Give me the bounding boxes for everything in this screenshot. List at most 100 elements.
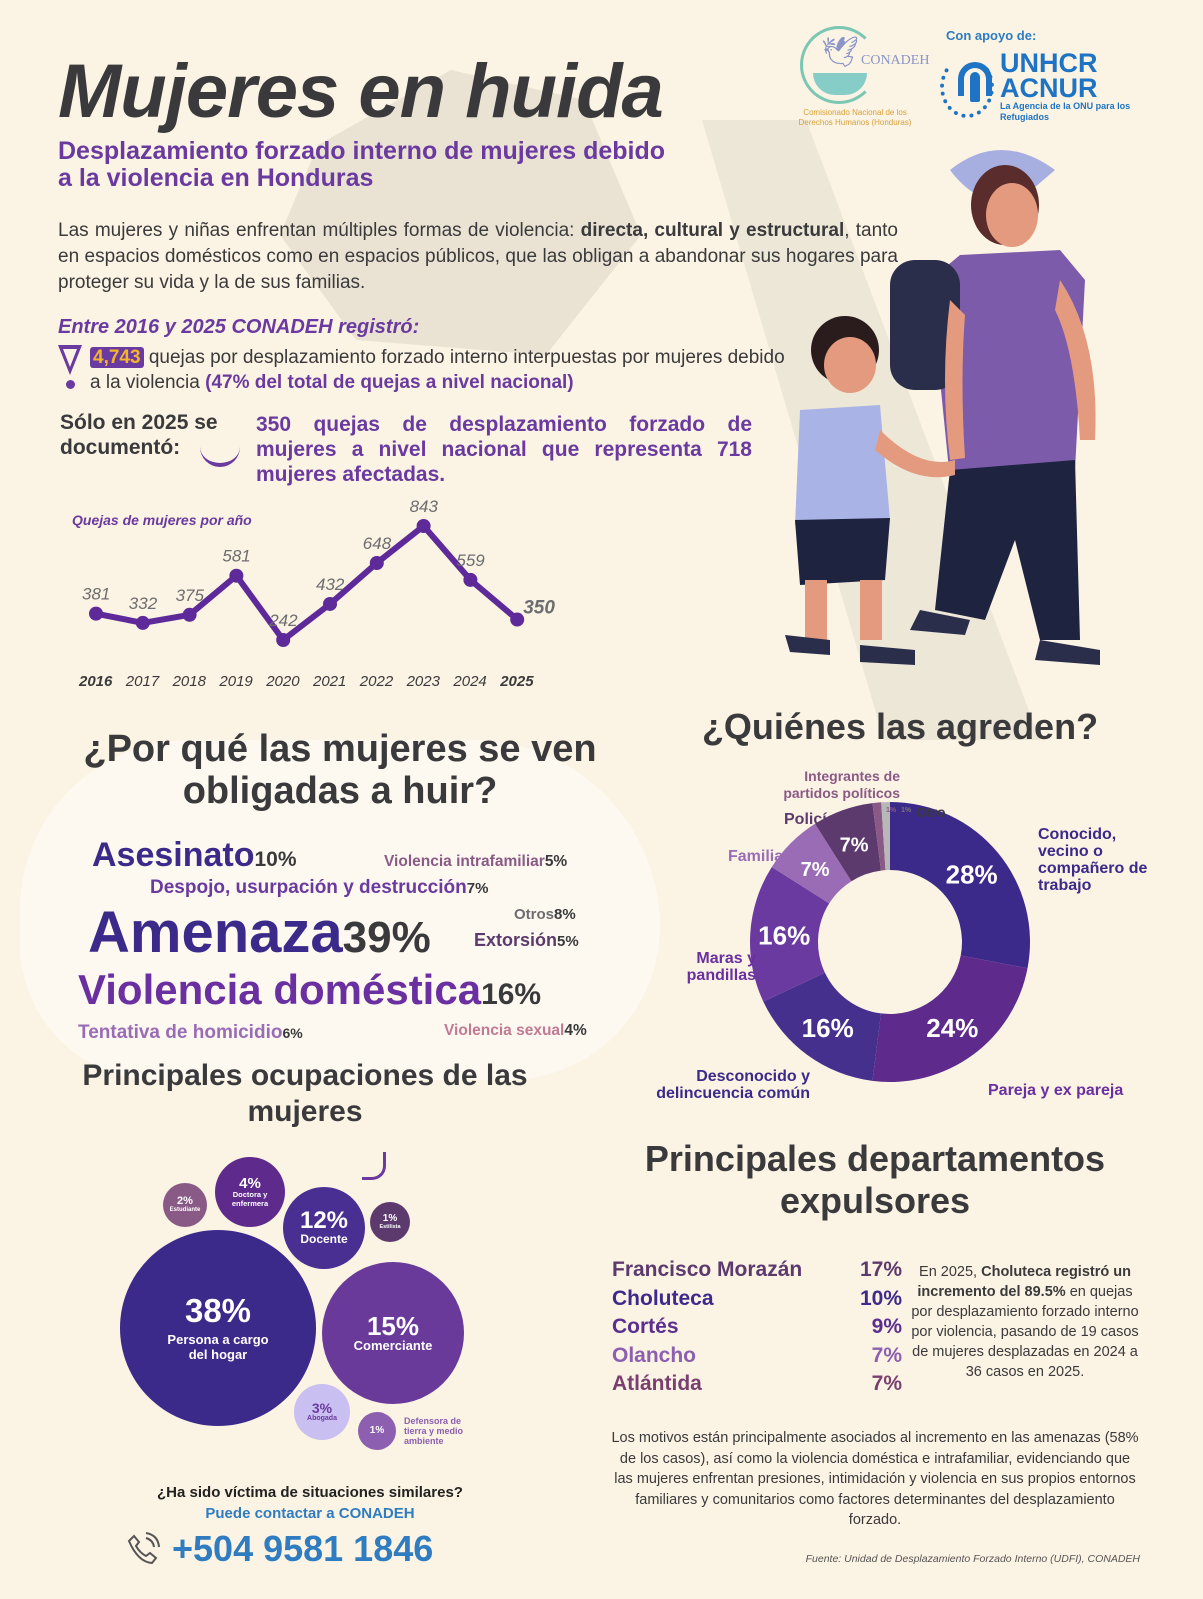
bubble-abogada: 3% Abogada bbox=[294, 1384, 350, 1440]
department-name: Atlántida bbox=[612, 1372, 702, 1395]
exclamation-pin-icon bbox=[58, 345, 84, 395]
svg-text:242: 242 bbox=[268, 611, 298, 630]
svg-text:350: 350 bbox=[523, 598, 555, 619]
contact-subtitle: Puede contactar a CONADEH bbox=[205, 1505, 415, 1522]
svg-text:28%: 28% bbox=[946, 859, 998, 889]
defensora-label: Defensora de tierra y medio ambiente bbox=[404, 1416, 464, 1446]
department-name: Cortés bbox=[612, 1315, 679, 1338]
cloud-background bbox=[20, 740, 660, 1080]
support-label: Con apoyo de: bbox=[946, 28, 1037, 43]
label-partidos: Integrantes de partidos políticos bbox=[783, 768, 900, 801]
cause-amenaza: Amenaza39% bbox=[88, 900, 431, 965]
svg-text:432: 432 bbox=[316, 575, 345, 594]
department-name: Francisco Morazán bbox=[612, 1258, 803, 1281]
svg-text:2019: 2019 bbox=[218, 673, 253, 690]
source-note: Fuente: Unidad de Desplazamiento Forzado… bbox=[805, 1553, 1140, 1565]
department-name: Choluteca bbox=[612, 1286, 714, 1310]
departments-list: Francisco Morazán 17% Choluteca 10% Cortés 9%… bbox=[612, 1258, 902, 1401]
department-name: Olancho bbox=[612, 1343, 697, 1367]
svg-text:2016: 2016 bbox=[78, 673, 113, 690]
svg-text:2024: 2024 bbox=[452, 673, 486, 690]
svg-text:581: 581 bbox=[222, 547, 250, 566]
unhcr-emblem-icon bbox=[940, 56, 994, 118]
svg-text:16%: 16% bbox=[758, 920, 810, 950]
label-familiar: Familiar bbox=[728, 848, 790, 865]
bubble-docente: 12% Docente bbox=[283, 1187, 365, 1269]
cause-asesinato: Asesinato10% bbox=[92, 836, 297, 874]
curved-arrow-icon bbox=[362, 1152, 386, 1180]
svg-text:375: 375 bbox=[176, 586, 205, 605]
total-complaints-stat: 4,743 quejas por desplazamiento forzado … bbox=[58, 345, 798, 395]
department-row: Cortés 9% bbox=[612, 1315, 902, 1344]
cause-otros: Otros8% bbox=[514, 906, 576, 923]
cause-tentativa-homicidio: Tentativa de homicidio6% bbox=[78, 1022, 303, 1043]
bubble-estilista: 1% Estilista bbox=[370, 1202, 410, 1242]
svg-text:2023: 2023 bbox=[406, 673, 441, 690]
unhcr-logo: Con apoyo de: UNHCR ACNUR La Agencia de … bbox=[940, 28, 1140, 123]
departments-title: Principales departamentos expulsores bbox=[644, 1138, 1106, 1221]
label-conocido: Conocido, vecino o compañero de trabajo bbox=[1038, 826, 1148, 894]
bubble-comerciante: 15% Comerciante bbox=[322, 1262, 464, 1404]
svg-text:2020: 2020 bbox=[265, 673, 300, 690]
department-pct: 17% bbox=[859, 1258, 902, 1281]
department-pct: 10% bbox=[859, 1286, 902, 1310]
phone-icon bbox=[127, 1532, 160, 1565]
department-pct: 9% bbox=[871, 1315, 902, 1338]
cause-despojo: Despojo, usurpación y destrucción7% bbox=[150, 877, 489, 898]
page-title: Mujeres en huida bbox=[58, 49, 664, 134]
svg-text:7%: 7% bbox=[840, 834, 869, 856]
label-maras: Maras y pandillas bbox=[686, 950, 756, 984]
bubble-hogar: 38% Persona a cargo del hogar bbox=[120, 1230, 316, 1426]
svg-text:2022: 2022 bbox=[359, 673, 394, 690]
label-desconocido: Desconocido y delincuencia común bbox=[656, 1068, 810, 1102]
aggressors-donut-chart: 28% 24% 16% 16% 7% 7% bbox=[750, 802, 1030, 1082]
conadeh-logo: 🕊 CONADEH Comisionado Nacional de los De… bbox=[790, 26, 929, 128]
svg-text:559: 559 bbox=[456, 551, 485, 570]
department-row: Atlántida 7% bbox=[612, 1372, 902, 1401]
dove-icon: 🕊 bbox=[821, 36, 860, 69]
cause-extorsion: Extorsión5% bbox=[474, 930, 579, 950]
department-row: Olancho 7% bbox=[612, 1344, 902, 1373]
svg-text:2017: 2017 bbox=[125, 673, 160, 690]
label-partidos-pct: 1% bbox=[886, 807, 897, 814]
svg-text:2021: 2021 bbox=[312, 673, 346, 690]
svg-text:7%: 7% bbox=[801, 859, 830, 881]
causes-title: ¿Por qué las mujeres se ven obligadas a … bbox=[83, 728, 597, 812]
occupations-title: Principales ocupaciones de las mujeres bbox=[82, 1059, 528, 1128]
aggressors-title: ¿Quiénes las agreden? bbox=[701, 706, 1099, 747]
svg-text:2025: 2025 bbox=[499, 673, 534, 690]
conadeh-subtitle: Comisionado Nacional de los Derechos Hum… bbox=[798, 108, 912, 127]
woman-and-child-illustration bbox=[785, 150, 1100, 665]
complaints-per-year-line-chart: 381 2016 332 2017 375 2018 581 2019 242 2020 432 20… bbox=[78, 497, 555, 690]
cause-violencia-intrafamiliar: Violencia intrafamiliar5% bbox=[384, 853, 568, 870]
svg-text:2018: 2018 bbox=[172, 673, 207, 690]
cause-violencia-domestica: Violencia doméstica16% bbox=[78, 966, 542, 1013]
year-2025-stat: 350 quejas de desplazamiento forzado de … bbox=[256, 413, 752, 486]
line-chart-title: Quejas de mujeres por año bbox=[72, 512, 252, 528]
cause-violencia-sexual: Violencia sexual4% bbox=[444, 1022, 587, 1039]
phone-number-link[interactable]: +504 9581 1846 bbox=[126, 1528, 433, 1570]
page-subtitle: Desplazamiento forzado interno de mujere… bbox=[58, 137, 666, 192]
intro-paragraph: Las mujeres y niñas enfrentan múltiples … bbox=[58, 220, 898, 293]
year-2025-label: Sólo en 2025 se documentó: bbox=[60, 411, 218, 459]
choluteca-note: En 2025, Choluteca registró un increment… bbox=[911, 1264, 1139, 1380]
label-otro: Otro bbox=[916, 804, 946, 820]
svg-text:24%: 24% bbox=[926, 1013, 978, 1043]
label-policias: Policías bbox=[784, 811, 845, 828]
contact-question: ¿Ha sido víctima de situaciones similare… bbox=[157, 1484, 463, 1501]
label-otro-pct: 1% bbox=[901, 807, 912, 814]
period-heading: Entre 2016 y 2025 CONADEH registró: bbox=[58, 316, 420, 338]
svg-text:16%: 16% bbox=[802, 1013, 854, 1043]
label-pareja: Pareja y ex pareja bbox=[988, 1082, 1124, 1099]
svg-text:381: 381 bbox=[82, 585, 110, 604]
svg-text:332: 332 bbox=[129, 594, 158, 613]
curved-arrow-icon bbox=[200, 445, 240, 467]
svg-text:843: 843 bbox=[410, 497, 439, 516]
motives-paragraph: Los motivos están principalmente asociad… bbox=[611, 1430, 1139, 1528]
department-pct: 7% bbox=[871, 1372, 902, 1395]
svg-text:648: 648 bbox=[363, 534, 392, 553]
department-row: Francisco Morazán 17% bbox=[612, 1258, 902, 1287]
hands-icon bbox=[813, 73, 867, 95]
bubble-defensora: 1% bbox=[358, 1412, 396, 1450]
total-badge: 4,743 bbox=[90, 347, 144, 368]
